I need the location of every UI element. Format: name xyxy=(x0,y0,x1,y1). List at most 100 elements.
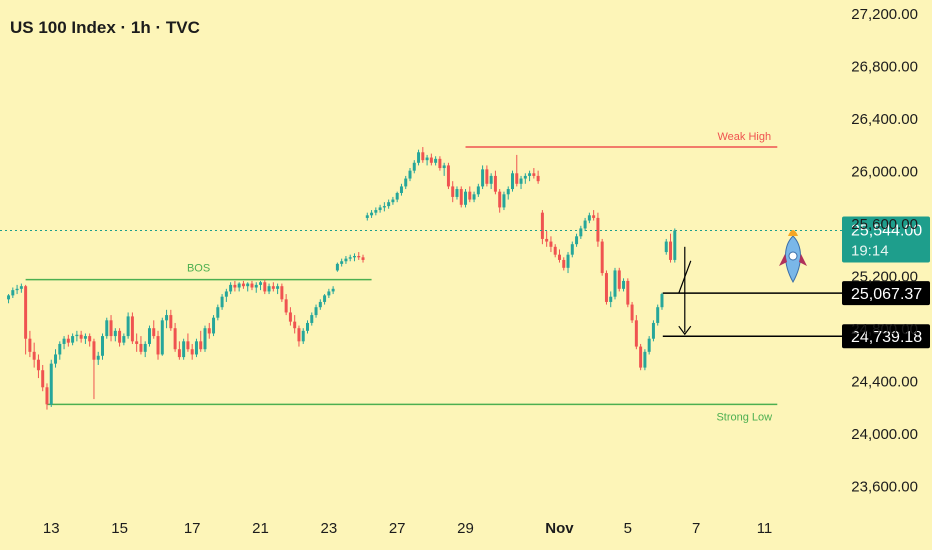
candle-body xyxy=(207,328,211,334)
candle xyxy=(177,341,181,360)
candle-body xyxy=(399,186,403,193)
y-tick-label: 25,600.00 xyxy=(851,216,918,233)
candle xyxy=(7,294,11,304)
candle-body xyxy=(293,321,297,329)
candle xyxy=(323,294,327,305)
candle-body xyxy=(596,217,600,242)
candle xyxy=(190,343,194,360)
candle xyxy=(566,252,570,274)
y-tick-label: 23,600.00 xyxy=(851,479,918,496)
candle-body xyxy=(130,316,134,342)
candle-body xyxy=(280,286,284,300)
candle xyxy=(11,287,15,299)
candle-body xyxy=(11,290,15,296)
candle-body xyxy=(83,336,87,339)
candle xyxy=(122,333,126,346)
x-tick-label: 5 xyxy=(624,520,632,537)
candle-body xyxy=(651,322,655,339)
candle-body xyxy=(600,241,604,274)
candle-body xyxy=(169,315,173,329)
candle-body xyxy=(24,286,28,339)
candle xyxy=(412,160,416,174)
candle xyxy=(156,330,160,360)
candle-body xyxy=(464,191,468,205)
candle xyxy=(216,304,220,321)
candle xyxy=(442,162,446,176)
rocket-fin-right xyxy=(799,254,807,266)
candle xyxy=(378,204,382,213)
candle-body xyxy=(135,341,139,344)
candle-body xyxy=(190,349,194,355)
candle xyxy=(280,283,284,302)
candle-body xyxy=(220,296,224,308)
candle-body xyxy=(66,338,70,343)
candle xyxy=(476,183,480,197)
current-price-value: 25,544.00 xyxy=(851,223,922,240)
candle-body xyxy=(173,328,177,350)
candle-body xyxy=(71,336,75,343)
candle-body xyxy=(216,307,220,318)
candle-body xyxy=(395,192,399,200)
candle-body xyxy=(549,241,553,247)
candle xyxy=(446,162,450,190)
candle-body xyxy=(263,282,267,292)
candle-body xyxy=(348,257,352,259)
candle xyxy=(553,244,557,258)
candle-body xyxy=(562,259,566,268)
candle xyxy=(536,170,540,184)
candle xyxy=(438,156,442,171)
candle-body xyxy=(88,336,92,342)
candle-body xyxy=(7,295,11,300)
target-price-tag xyxy=(842,324,930,349)
candle xyxy=(622,278,626,292)
candle-body xyxy=(194,341,198,355)
candle xyxy=(28,330,32,358)
candle-body xyxy=(634,320,638,347)
candle-body xyxy=(288,312,292,322)
candle xyxy=(288,307,292,326)
candle-body xyxy=(669,241,673,260)
candle xyxy=(579,225,583,239)
candle-body xyxy=(626,280,630,305)
candle-body xyxy=(421,152,425,161)
candle xyxy=(549,236,553,253)
candle-body xyxy=(673,230,677,260)
candle-body xyxy=(476,186,480,195)
rocket-flame xyxy=(788,230,798,236)
candle-body xyxy=(233,284,237,288)
x-tick-label: 21 xyxy=(252,520,269,537)
candle xyxy=(532,168,536,179)
candle xyxy=(62,336,66,350)
candle-body xyxy=(109,320,113,337)
candle xyxy=(370,210,374,218)
x-tick-label: 29 xyxy=(457,520,474,537)
candle-body xyxy=(660,294,664,308)
candle-body xyxy=(442,165,446,169)
candle xyxy=(276,283,280,295)
candle xyxy=(472,191,476,203)
candle-body xyxy=(489,175,493,184)
y-tick-label: 26,000.00 xyxy=(851,164,918,181)
candle xyxy=(199,330,203,352)
candle xyxy=(207,322,211,339)
candle xyxy=(600,238,604,276)
candle-body xyxy=(472,194,476,200)
candle-body xyxy=(177,349,181,358)
candle xyxy=(75,330,79,342)
candle xyxy=(147,325,151,347)
candle-body xyxy=(587,215,591,221)
candle xyxy=(425,154,429,166)
candle-body xyxy=(156,336,160,355)
projection-step-line xyxy=(678,260,692,294)
candle-body xyxy=(613,270,617,297)
candle-body xyxy=(604,273,608,302)
candle-body xyxy=(583,220,587,229)
candle xyxy=(643,349,647,371)
candle xyxy=(165,309,169,329)
candle xyxy=(331,286,335,295)
level-label: BOS xyxy=(187,263,210,275)
candle-body xyxy=(532,173,536,176)
candle xyxy=(562,257,566,271)
candle-body xyxy=(408,170,412,179)
